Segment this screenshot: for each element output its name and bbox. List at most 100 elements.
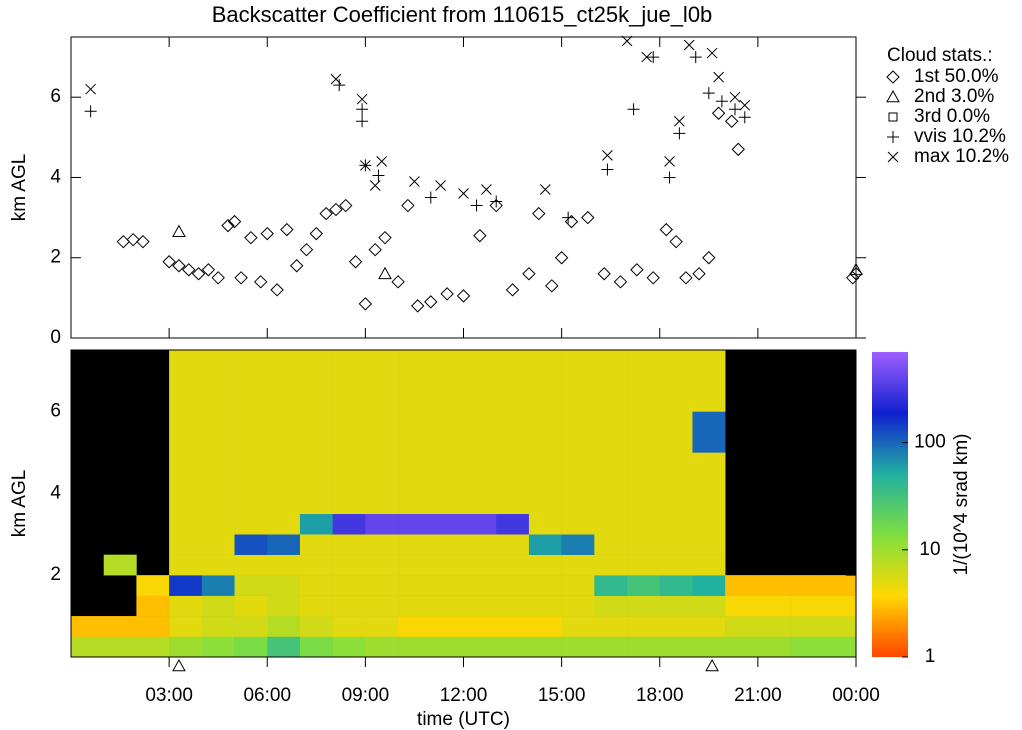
y-tick-label: 2: [50, 247, 61, 268]
data-point: [409, 176, 420, 187]
data-point: [391, 275, 405, 289]
heatmap-cell: [398, 452, 432, 474]
data-point: [280, 222, 294, 237]
data-point: [330, 73, 342, 85]
heatmap-cell: [332, 575, 366, 596]
heatmap-cell: [169, 390, 203, 412]
data-point: [369, 180, 381, 191]
heatmap-cell: [267, 616, 301, 637]
heatmap-cell: [496, 534, 530, 555]
heatmap-cell: [496, 411, 530, 433]
heatmap-cell: [234, 493, 268, 515]
data-point: [162, 255, 176, 269]
data-point: [360, 160, 371, 171]
data-point: [424, 295, 438, 309]
data-point: [613, 275, 628, 289]
heatmap-cell: [594, 554, 628, 576]
data-point: [647, 51, 660, 64]
data-point: [715, 95, 728, 108]
data-point: [490, 195, 503, 208]
heatmap-cell: [201, 636, 235, 658]
heatmap-cell: [561, 534, 595, 555]
data-point: [456, 289, 471, 303]
heatmap-cell: [692, 390, 726, 412]
heatmap-cell: [398, 575, 432, 596]
heatmap-cell: [757, 636, 791, 658]
heatmap-cell: [692, 370, 726, 392]
heatmap-cell: [169, 493, 203, 515]
data-point: [627, 103, 640, 116]
data-point: [319, 206, 333, 221]
heatmap-cell: [594, 431, 628, 453]
heatmap-cell: [430, 493, 464, 515]
heatmap-cell: [299, 595, 333, 617]
x-tick-label: 12:00: [440, 685, 488, 706]
heatmap-cell: [463, 513, 497, 535]
heatmap-cell: [561, 411, 595, 433]
heatmap-cell: [234, 350, 268, 371]
legend-marker: [887, 131, 899, 143]
data-point: [706, 47, 718, 59]
heatmap-cell: [823, 636, 857, 658]
data-point: [348, 255, 363, 269]
heatmap-cell: [659, 431, 693, 453]
heatmap-cell: [725, 616, 759, 637]
data-point: [601, 163, 614, 176]
heatmap-cell: [332, 370, 366, 392]
heatmap-cell: [463, 370, 497, 392]
heatmap-cell: [430, 513, 464, 535]
heatmap-cell: [365, 636, 399, 658]
heatmap-cell: [201, 350, 235, 371]
data-point: [126, 232, 140, 247]
heatmap-cell: [169, 595, 203, 617]
heatmap-cell: [299, 636, 333, 658]
heatmap-cell: [365, 370, 399, 392]
heatmap-cell: [169, 616, 203, 637]
heatmap-cell: [365, 534, 399, 555]
heatmap-cell: [267, 493, 301, 515]
heatmap-cell: [823, 595, 857, 617]
heatmap-cell: [692, 595, 726, 617]
data-point: [378, 266, 392, 280]
legend-label: max 10.2%: [914, 146, 1009, 167]
heatmap-cell: [299, 431, 333, 453]
heatmap-cell: [332, 513, 366, 535]
heatmap-cell: [496, 513, 530, 535]
heatmap-cell: [496, 390, 530, 412]
data-point: [663, 171, 676, 184]
heatmap-cell: [627, 390, 661, 412]
heatmap-cell: [627, 575, 661, 596]
heatmap-cell: [299, 411, 333, 433]
x-tick-label: 09:00: [342, 685, 390, 706]
heatmap-cell: [267, 411, 301, 433]
heatmap-cell: [430, 411, 464, 433]
heatmap-cell: [234, 554, 268, 576]
heatmap-cell: [299, 493, 333, 515]
data-point: [260, 226, 274, 241]
data-point: [470, 199, 483, 212]
heatmap-cell: [169, 472, 203, 494]
data-point: [646, 271, 660, 285]
heatmap-cell: [398, 513, 432, 535]
y-axis-label: km AGL: [9, 154, 30, 222]
data-point: [689, 51, 702, 64]
heatmap-cell: [398, 431, 432, 453]
legend-marker: [887, 151, 899, 163]
heatmap-cell: [528, 513, 562, 535]
heatmap-cell: [332, 554, 366, 576]
heatmap-cell: [757, 616, 791, 637]
heatmap-cell: [463, 534, 497, 555]
y-tick-label: 4: [50, 482, 61, 503]
heatmap-cell: [627, 554, 661, 576]
legend-label: 3rd 0.0%: [914, 106, 990, 127]
data-point: [846, 271, 860, 285]
heatmap-cell: [463, 390, 497, 412]
heatmap-cell: [234, 472, 268, 494]
data-point: [641, 51, 653, 63]
data-point: [673, 127, 686, 140]
data-point: [683, 39, 695, 51]
data-point: [424, 191, 437, 204]
chart-title: Backscatter Coefficient from 110615_ct25…: [212, 2, 713, 27]
heatmap-cell: [430, 390, 464, 412]
heatmap-cell: [496, 554, 530, 576]
